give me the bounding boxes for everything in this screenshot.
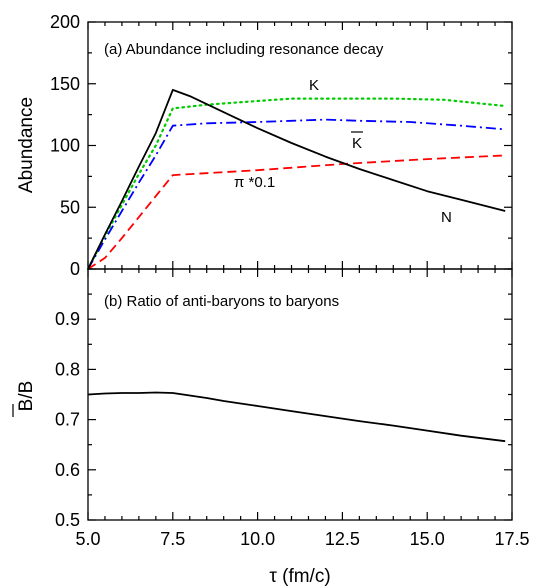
panel-b-title: (b) Ratio of anti-baryons to baryons — [104, 293, 339, 310]
label-kbar-text: K — [352, 135, 362, 152]
panel-b-ylabel: B/B — [12, 381, 37, 417]
panel-a-ylabel: Abundance — [16, 97, 37, 193]
label-kbar: K — [351, 131, 363, 152]
y-tick-label: 0.5 — [55, 510, 80, 530]
x-tick-label: 10.0 — [240, 529, 275, 549]
series-line-a-0 — [86, 97, 507, 271]
series-line-a-2 — [87, 154, 506, 270]
series-line-b-0 — [87, 391, 506, 443]
x-tick-label: 15.0 — [410, 529, 445, 549]
y-tick-label: 150 — [50, 74, 80, 94]
panel-b-ticks: 0.5 0.6 0.7 0.8 0.9 5.0 7.5 10.0 12.5 15.0 17.5 — [55, 268, 530, 549]
panel-a-series — [86, 89, 507, 271]
y-tick-label: 100 — [50, 136, 80, 156]
y-tick-label: 0.6 — [55, 460, 80, 480]
y-tick-label: 0.9 — [55, 309, 80, 329]
series-line-a-1 — [87, 118, 506, 270]
label-n: N — [441, 209, 452, 226]
y-tick-label: 0.7 — [55, 410, 80, 430]
panel-a-title: (a) Abundance including resonance decay — [104, 41, 384, 58]
panel-a: 0 50 100 150 200 (a) Abundance including res… — [16, 12, 513, 279]
panel-b-ylabel-text: B/B — [16, 381, 37, 412]
series-line-a-3 — [87, 89, 506, 270]
x-tick-label: 12.5 — [325, 529, 360, 549]
label-pi: π *0.1 — [234, 174, 275, 191]
y-tick-label: 0.8 — [55, 359, 80, 379]
panel-b-ylabel-bar-b: B — [16, 399, 37, 412]
panel-b-ylabel-rest: /B — [16, 381, 37, 399]
y-tick-label: 50 — [60, 197, 80, 217]
y-tick-label: 0 — [70, 259, 80, 279]
x-tick-label: 5.0 — [75, 529, 100, 549]
panel-b: 0.5 0.6 0.7 0.8 0.9 5.0 7.5 10.0 12.5 15.0 17.5 (b… — [12, 268, 530, 587]
x-tick-label: 17.5 — [494, 529, 529, 549]
panel-a-ticks: 0 50 100 150 200 — [50, 12, 513, 279]
label-k: K — [309, 77, 319, 94]
x-tick-label: 7.5 — [160, 529, 185, 549]
panel-b-series — [87, 391, 506, 443]
panel-b-xlabel: τ (fm/c) — [269, 566, 330, 587]
y-tick-label: 200 — [50, 12, 80, 32]
